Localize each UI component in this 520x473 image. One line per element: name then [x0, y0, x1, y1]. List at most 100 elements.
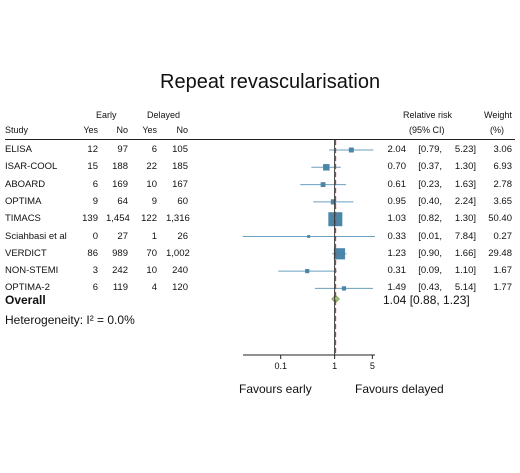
x-axis-tick-label: 1 — [332, 361, 337, 371]
x-axis-tick-label: 0.1 — [274, 361, 287, 371]
study-name: NON-STEMI — [5, 265, 59, 277]
weight-value: 1.77 — [493, 282, 513, 294]
delayed-no-value: 120 — [172, 282, 188, 294]
early-no-value: 27 — [117, 230, 128, 242]
early-no-value: 119 — [112, 282, 128, 294]
point-estimate-box — [333, 248, 346, 260]
study-name: Sciahbasi et al — [5, 230, 67, 242]
delayed-yes-value: 70 — [146, 247, 157, 259]
header-early: Early — [96, 110, 117, 120]
weight-value: 29.48 — [488, 247, 512, 259]
point-estimate-box — [328, 212, 343, 227]
ci-upper-value: 1.10] — [454, 265, 476, 277]
early-yes-value: 0 — [92, 230, 98, 242]
point-estimate-box — [330, 199, 337, 205]
delayed-no-value: 167 — [172, 178, 188, 190]
ci-upper-value: 5.23] — [454, 144, 476, 155]
early-yes-value: 86 — [87, 247, 98, 259]
early-no-value: 242 — [112, 265, 128, 277]
ci-lower-value: [0.01, — [418, 230, 442, 242]
favours-early-label: Favours early — [239, 382, 312, 396]
overall-estimate: 1.04 [0.88, 1.23] — [383, 293, 470, 307]
rr-value: 0.95 — [387, 195, 407, 207]
ci-lower-value: [0.79, — [418, 144, 442, 155]
point-estimate-box — [305, 269, 310, 274]
header-delayed-yes: Yes — [142, 125, 157, 135]
study-name: ELISA — [5, 144, 32, 155]
ci-upper-value: 5.14] — [454, 282, 476, 294]
early-no-value: 64 — [117, 195, 128, 207]
ci-upper-value: 1.63] — [454, 178, 476, 190]
delayed-yes-value: 6 — [151, 144, 157, 155]
chart-title: Repeat revascularisation — [160, 71, 381, 93]
study-name: TIMACS — [5, 213, 41, 225]
rr-value: 1.23 — [387, 247, 407, 259]
delayed-no-value: 185 — [172, 161, 188, 173]
rr-value: 0.31 — [387, 265, 407, 277]
header-early-no: No — [116, 125, 128, 135]
early-yes-value: 12 — [87, 144, 98, 155]
overall-label: Overall — [5, 293, 46, 307]
ci-lower-value: [0.82, — [418, 213, 442, 225]
early-no-value: 188 — [112, 161, 128, 173]
rr-value: 0.70 — [387, 161, 407, 173]
delayed-no-value: 26 — [177, 230, 188, 242]
early-yes-value: 139 — [82, 213, 98, 225]
early-yes-value: 6 — [92, 178, 98, 190]
rr-value: 1.03 — [387, 213, 407, 225]
header-early-yes: Yes — [83, 125, 98, 135]
study-name: VERDICT — [5, 247, 47, 259]
weight-value: 1.67 — [493, 265, 513, 277]
delayed-yes-value: 10 — [146, 178, 157, 190]
header-rr-ci: (95% CI) — [409, 125, 445, 135]
point-estimate-box — [307, 235, 311, 238]
header-delayed: Delayed — [147, 110, 181, 120]
rr-value: 2.04 — [387, 144, 407, 155]
weight-value: 50.40 — [488, 213, 512, 225]
delayed-no-value: 1,002 — [166, 247, 190, 259]
delayed-yes-value: 122 — [141, 213, 157, 225]
ci-upper-value: 2.24] — [454, 195, 476, 207]
point-estimate-box — [341, 286, 347, 291]
early-no-value: 169 — [112, 178, 128, 190]
study-name: OPTIMA — [5, 195, 42, 207]
ci-upper-value: 7.84] — [454, 230, 476, 242]
header-weight: Weight — [484, 110, 512, 120]
rr-value: 1.49 — [387, 282, 407, 294]
delayed-yes-value: 10 — [146, 265, 157, 277]
ci-lower-value: [0.90, — [418, 247, 442, 259]
early-yes-value: 3 — [92, 265, 98, 277]
study-name: OPTIMA-2 — [5, 282, 50, 294]
delayed-yes-value: 4 — [151, 282, 157, 294]
early-no-value: 1,454 — [106, 213, 130, 225]
weight-value: 2.78 — [493, 178, 513, 190]
ci-upper-value: 1.30] — [454, 161, 476, 173]
x-axis-tick-label: 5 — [370, 361, 375, 371]
ci-lower-value: [0.09, — [418, 265, 442, 277]
point-estimate-box — [320, 182, 326, 188]
delayed-yes-value: 9 — [151, 195, 157, 207]
point-estimate-box — [348, 147, 354, 153]
weight-value: 6.93 — [493, 161, 513, 173]
delayed-yes-value: 22 — [146, 161, 157, 173]
favours-delayed-label: Favours delayed — [355, 382, 444, 396]
header-study: Study — [5, 125, 29, 135]
delayed-no-value: 105 — [172, 144, 188, 155]
point-estimate-box — [323, 164, 330, 171]
ci-lower-value: [0.37, — [418, 161, 442, 173]
heterogeneity-text: Heterogeneity: I² = 0.0% — [5, 313, 135, 327]
rr-value: 0.33 — [387, 230, 407, 242]
ci-lower-value: [0.23, — [418, 178, 442, 190]
delayed-no-value: 60 — [177, 195, 188, 207]
ci-upper-value: 1.30] — [454, 213, 476, 225]
ci-lower-value: [0.43, — [418, 282, 442, 294]
study-name: ABOARD — [5, 178, 46, 190]
delayed-no-value: 1,316 — [166, 213, 190, 225]
weight-value: 0.27 — [493, 230, 513, 242]
ci-lower-value: [0.40, — [418, 195, 442, 207]
header-weight-unit: (%) — [490, 125, 504, 135]
early-yes-value: 15 — [87, 161, 98, 173]
header-rr: Relative risk — [403, 110, 453, 120]
early-yes-value: 6 — [92, 282, 98, 294]
